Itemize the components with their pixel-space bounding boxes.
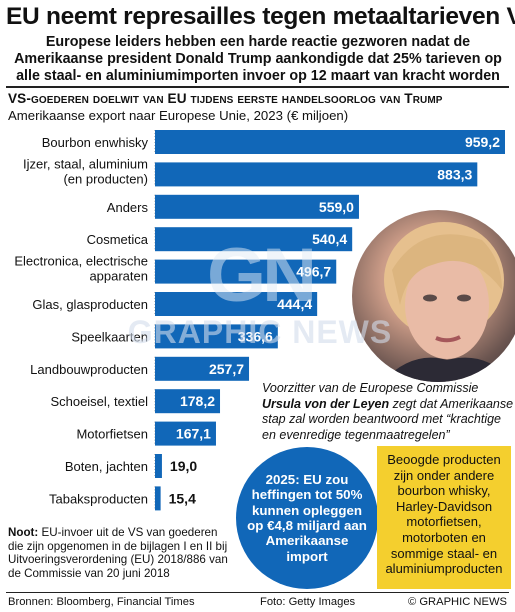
chart-title: VS-goederen doelwit van EU tijdens eerst…	[8, 91, 443, 106]
value-label: 257,7	[209, 361, 244, 377]
footnote: Noot: EU-invoer uit de VS van goederen d…	[8, 526, 233, 580]
standfirst: Europese leiders hebben een harde reacti…	[14, 34, 502, 84]
bar	[155, 292, 318, 316]
bar	[155, 356, 250, 381]
info-bubble: 2025: EU zou heffingen tot 50% kunnen op…	[236, 447, 378, 589]
caption-suffix: zegt dat Amerikaanse stap zal worden bea…	[262, 396, 514, 442]
category-label: Glas, glasproducten	[32, 297, 148, 312]
bar	[155, 389, 221, 414]
value-label: 540,4	[312, 231, 347, 247]
category-label: Cosmetica	[87, 232, 149, 247]
caption-name: Ursula von der Leyen	[262, 396, 390, 411]
divider	[6, 86, 509, 88]
category-label: Landbouwproducten	[30, 362, 148, 377]
category-label: Ijzer, staal, aluminium (en producten)	[23, 156, 148, 186]
copyright: © GRAPHIC NEWS	[408, 596, 507, 608]
sources: Bronnen: Bloomberg, Financial Times	[8, 596, 195, 608]
value-label: 19,0	[170, 458, 197, 474]
bar	[155, 421, 216, 446]
footnote-label: Noot:	[8, 526, 39, 539]
category-label: Bourbon enwhisky	[42, 135, 149, 150]
category-label: Speelkaarten	[71, 329, 148, 344]
bar	[155, 454, 162, 478]
value-label: 883,3	[437, 166, 472, 182]
value-label: 496,7	[296, 264, 331, 280]
bar	[155, 324, 278, 349]
bar	[155, 194, 359, 219]
value-label: 178,2	[180, 393, 215, 409]
bar	[155, 162, 478, 187]
photo-caption: Voorzitter van de Europese Commissie Urs…	[262, 381, 514, 443]
products-note: Beoogde producten zijn onder andere bour…	[377, 446, 511, 589]
category-label: Electronica, electrische apparaten	[14, 254, 148, 284]
page-title: EU neemt represailles tegen metaaltariev…	[6, 3, 515, 30]
category-label: Schoeisel, textiel	[50, 394, 148, 409]
value-label: 444,4	[277, 296, 312, 312]
photo-credit: Foto: Getty Images	[260, 596, 356, 608]
caption-prefix: Voorzitter van de Europese Commissie	[262, 381, 479, 395]
bubble-text: 2025: EU zou heffingen tot 50% kunnen op…	[247, 471, 367, 564]
footer: Bronnen: Bloomberg, Financial Times Foto…	[6, 592, 509, 611]
category-label: Tabaksproducten	[49, 491, 148, 506]
bar	[155, 486, 161, 511]
footnote-text: EU-invoer uit de VS van goederen die zij…	[8, 526, 228, 580]
category-label: Anders	[107, 200, 149, 215]
bar	[155, 227, 353, 252]
value-label: 959,2	[465, 134, 500, 150]
value-label: 559,0	[319, 199, 354, 215]
value-label: 15,4	[169, 490, 196, 506]
bar	[155, 130, 505, 154]
bar	[155, 259, 337, 284]
value-label: 167,1	[176, 426, 211, 442]
value-label: 336,6	[238, 328, 273, 344]
chart-subtitle: Amerikaanse export naar Europese Unie, 2…	[8, 108, 349, 123]
category-label: Boten, jachten	[65, 459, 148, 474]
category-label: Motorfietsen	[76, 427, 148, 442]
